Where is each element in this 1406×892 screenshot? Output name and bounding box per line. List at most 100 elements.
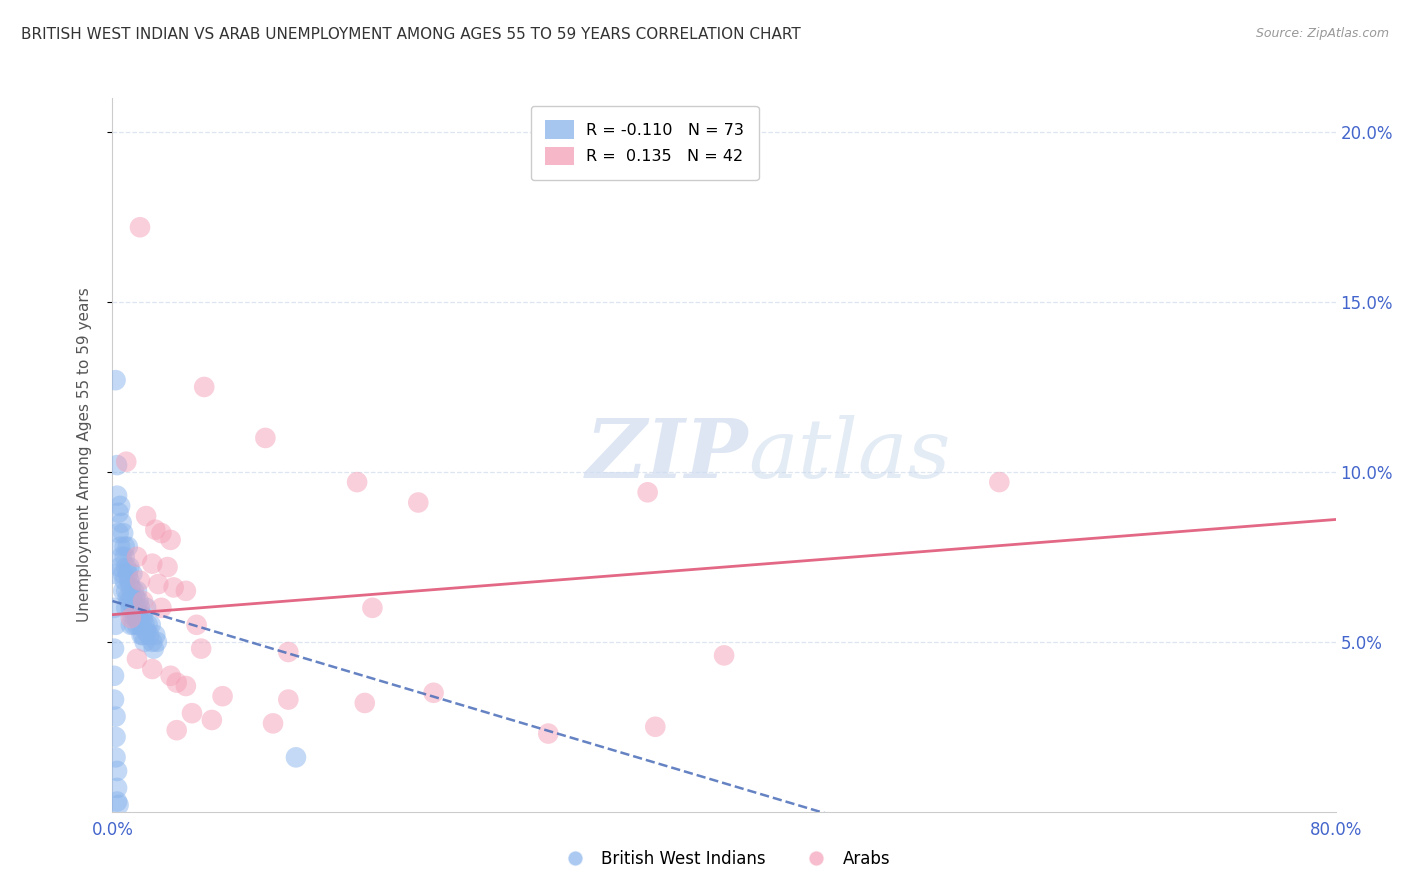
Point <box>277 645 299 659</box>
Point <box>537 726 560 740</box>
Point <box>134 635 156 649</box>
Point <box>115 560 138 574</box>
Point <box>201 713 224 727</box>
Point <box>135 624 157 639</box>
Point <box>117 591 139 605</box>
Point <box>134 617 156 632</box>
Point <box>408 495 430 509</box>
Point <box>120 581 142 595</box>
Point <box>132 611 155 625</box>
Point <box>104 709 127 723</box>
Point <box>211 689 233 703</box>
Point <box>143 628 166 642</box>
Point <box>284 750 308 764</box>
Point <box>353 696 375 710</box>
Point <box>186 617 208 632</box>
Point <box>142 641 165 656</box>
Point <box>148 577 170 591</box>
Point <box>156 560 179 574</box>
Point <box>988 475 1011 489</box>
Text: ZIP: ZIP <box>586 415 748 495</box>
Point <box>104 730 127 744</box>
Point <box>103 669 125 683</box>
Point <box>121 607 143 622</box>
Point <box>346 475 368 489</box>
Point <box>135 509 157 524</box>
Point <box>121 591 143 605</box>
Point <box>115 583 138 598</box>
Point <box>361 600 384 615</box>
Point <box>141 557 163 571</box>
Point <box>120 611 142 625</box>
Point <box>108 560 131 574</box>
Point <box>129 617 152 632</box>
Point <box>262 716 284 731</box>
Point <box>122 583 145 598</box>
Text: Source: ZipAtlas.com: Source: ZipAtlas.com <box>1256 27 1389 40</box>
Point <box>127 611 149 625</box>
Point <box>190 641 212 656</box>
Point <box>129 600 152 615</box>
Point <box>112 526 135 541</box>
Point <box>713 648 735 663</box>
Point <box>136 617 159 632</box>
Point <box>114 549 136 564</box>
Point <box>103 566 125 581</box>
Point <box>146 635 169 649</box>
Point <box>132 594 155 608</box>
Point <box>107 526 129 541</box>
Point <box>107 506 129 520</box>
Y-axis label: Unemployment Among Ages 55 to 59 years: Unemployment Among Ages 55 to 59 years <box>77 287 91 623</box>
Point <box>135 600 157 615</box>
Point <box>163 581 186 595</box>
Point <box>112 583 135 598</box>
Point <box>166 723 188 738</box>
Point <box>131 607 153 622</box>
Point <box>122 617 145 632</box>
Point <box>125 617 148 632</box>
Point <box>132 628 155 642</box>
Point <box>115 455 138 469</box>
Point <box>131 628 153 642</box>
Point <box>108 540 131 554</box>
Point <box>117 566 139 581</box>
Point <box>141 635 163 649</box>
Point <box>125 549 148 564</box>
Point <box>125 652 148 666</box>
Point <box>103 692 125 706</box>
Point <box>105 795 128 809</box>
Point <box>125 600 148 615</box>
Point <box>104 750 127 764</box>
Point <box>277 692 299 706</box>
Point <box>117 540 139 554</box>
Point <box>118 594 141 608</box>
Point <box>111 516 134 530</box>
Point <box>122 600 145 615</box>
Point <box>138 628 160 642</box>
Point <box>124 611 146 625</box>
Point <box>120 600 142 615</box>
Point <box>104 373 127 387</box>
Point <box>139 617 162 632</box>
Point <box>181 706 204 721</box>
Point <box>105 458 128 472</box>
Point <box>114 574 136 588</box>
Point <box>129 220 152 235</box>
Point <box>159 669 181 683</box>
Point <box>159 533 181 547</box>
Point <box>254 431 277 445</box>
Point <box>150 526 173 541</box>
Point <box>120 617 142 632</box>
Text: atlas: atlas <box>748 415 950 495</box>
Point <box>174 583 197 598</box>
Point <box>111 549 134 564</box>
Point <box>104 617 127 632</box>
Legend: British West Indians, Arabs: British West Indians, Arabs <box>551 844 897 875</box>
Point <box>112 566 135 581</box>
Point <box>114 540 136 554</box>
Point <box>129 574 152 588</box>
Point <box>103 600 125 615</box>
Point <box>174 679 197 693</box>
Point <box>127 594 149 608</box>
Point <box>166 675 188 690</box>
